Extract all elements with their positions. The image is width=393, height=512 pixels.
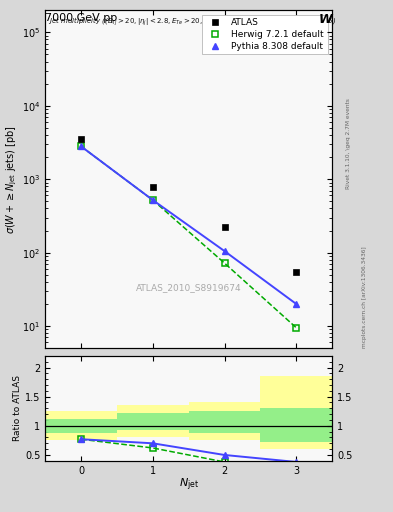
Pythia 8.308 default: [222, 248, 227, 254]
Pythia 8.308 default: [294, 301, 299, 307]
ATLAS: [222, 224, 227, 230]
Herwig 7.2.1 default: [222, 260, 227, 266]
Herwig 7.2.1 default: [151, 197, 155, 203]
ATLAS: [79, 136, 83, 142]
ATLAS: [151, 184, 155, 190]
Y-axis label: $\sigma(W + \geq N_\mathrm{jet}\ \mathrm{jets})\ [\mathrm{pb}]$: $\sigma(W + \geq N_\mathrm{jet}\ \mathrm…: [5, 125, 19, 233]
Text: mcplots.cern.ch [arXiv:1306.3436]: mcplots.cern.ch [arXiv:1306.3436]: [362, 246, 367, 348]
Text: Jet multiplicity (($E_{Tj}>20,|\eta_j|<2.8,E_{Te}>20,|\eta_e|<2.47$ $p_T^\nu\!>2: Jet multiplicity (($E_{Tj}>20,|\eta_j|<2…: [48, 15, 336, 28]
Line: ATLAS: ATLAS: [77, 136, 300, 275]
X-axis label: $N_\mathrm{jet}$: $N_\mathrm{jet}$: [178, 477, 199, 494]
Y-axis label: Ratio to ATLAS: Ratio to ATLAS: [13, 375, 22, 441]
Herwig 7.2.1 default: [294, 325, 299, 331]
Text: ATLAS_2010_S8919674: ATLAS_2010_S8919674: [136, 283, 241, 292]
Text: 7000 GeV pp: 7000 GeV pp: [45, 13, 118, 23]
Herwig 7.2.1 default: [79, 143, 83, 150]
Text: Rivet 3.1.10, \geq 2.7M events: Rivet 3.1.10, \geq 2.7M events: [346, 98, 351, 189]
Line: Pythia 8.308 default: Pythia 8.308 default: [77, 143, 300, 307]
Pythia 8.308 default: [151, 197, 155, 203]
Pythia 8.308 default: [79, 143, 83, 150]
ATLAS: [294, 269, 299, 275]
Line: Herwig 7.2.1 default: Herwig 7.2.1 default: [77, 143, 300, 331]
Legend: ATLAS, Herwig 7.2.1 default, Pythia 8.308 default: ATLAS, Herwig 7.2.1 default, Pythia 8.30…: [202, 15, 328, 54]
Text: W: W: [318, 13, 332, 26]
